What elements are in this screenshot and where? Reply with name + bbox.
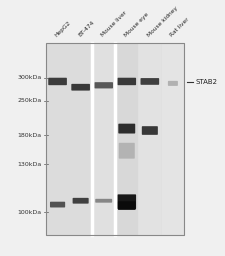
Text: Mouse liver: Mouse liver: [100, 10, 127, 38]
FancyBboxPatch shape: [167, 81, 177, 86]
FancyBboxPatch shape: [118, 124, 135, 134]
Bar: [46, 43, 184, 235]
Text: 250kDa: 250kDa: [17, 98, 41, 103]
Text: Mouse eye: Mouse eye: [123, 12, 149, 38]
Text: 130kDa: 130kDa: [17, 162, 41, 167]
FancyBboxPatch shape: [71, 84, 90, 91]
FancyBboxPatch shape: [117, 201, 135, 210]
Bar: [115, 43, 137, 235]
FancyBboxPatch shape: [48, 78, 67, 85]
Text: 300kDa: 300kDa: [17, 75, 41, 80]
FancyBboxPatch shape: [72, 198, 88, 204]
FancyBboxPatch shape: [50, 202, 65, 207]
Text: HepG2: HepG2: [54, 20, 72, 38]
FancyBboxPatch shape: [140, 78, 158, 85]
Bar: [138, 43, 160, 235]
FancyBboxPatch shape: [118, 143, 134, 159]
Text: 100kDa: 100kDa: [17, 210, 41, 215]
FancyBboxPatch shape: [117, 194, 135, 209]
Text: STAB2: STAB2: [195, 79, 217, 86]
Bar: [161, 43, 183, 235]
FancyBboxPatch shape: [95, 199, 112, 203]
FancyBboxPatch shape: [117, 78, 135, 85]
Bar: [46, 43, 69, 235]
Bar: [69, 43, 92, 235]
Bar: [92, 43, 115, 235]
FancyBboxPatch shape: [141, 126, 157, 135]
Text: 180kDa: 180kDa: [17, 133, 41, 138]
FancyBboxPatch shape: [94, 82, 112, 88]
Text: Rat liver: Rat liver: [169, 17, 189, 38]
Text: BT-474: BT-474: [77, 20, 95, 38]
Text: Mouse kidney: Mouse kidney: [146, 6, 178, 38]
Bar: [46, 43, 184, 235]
